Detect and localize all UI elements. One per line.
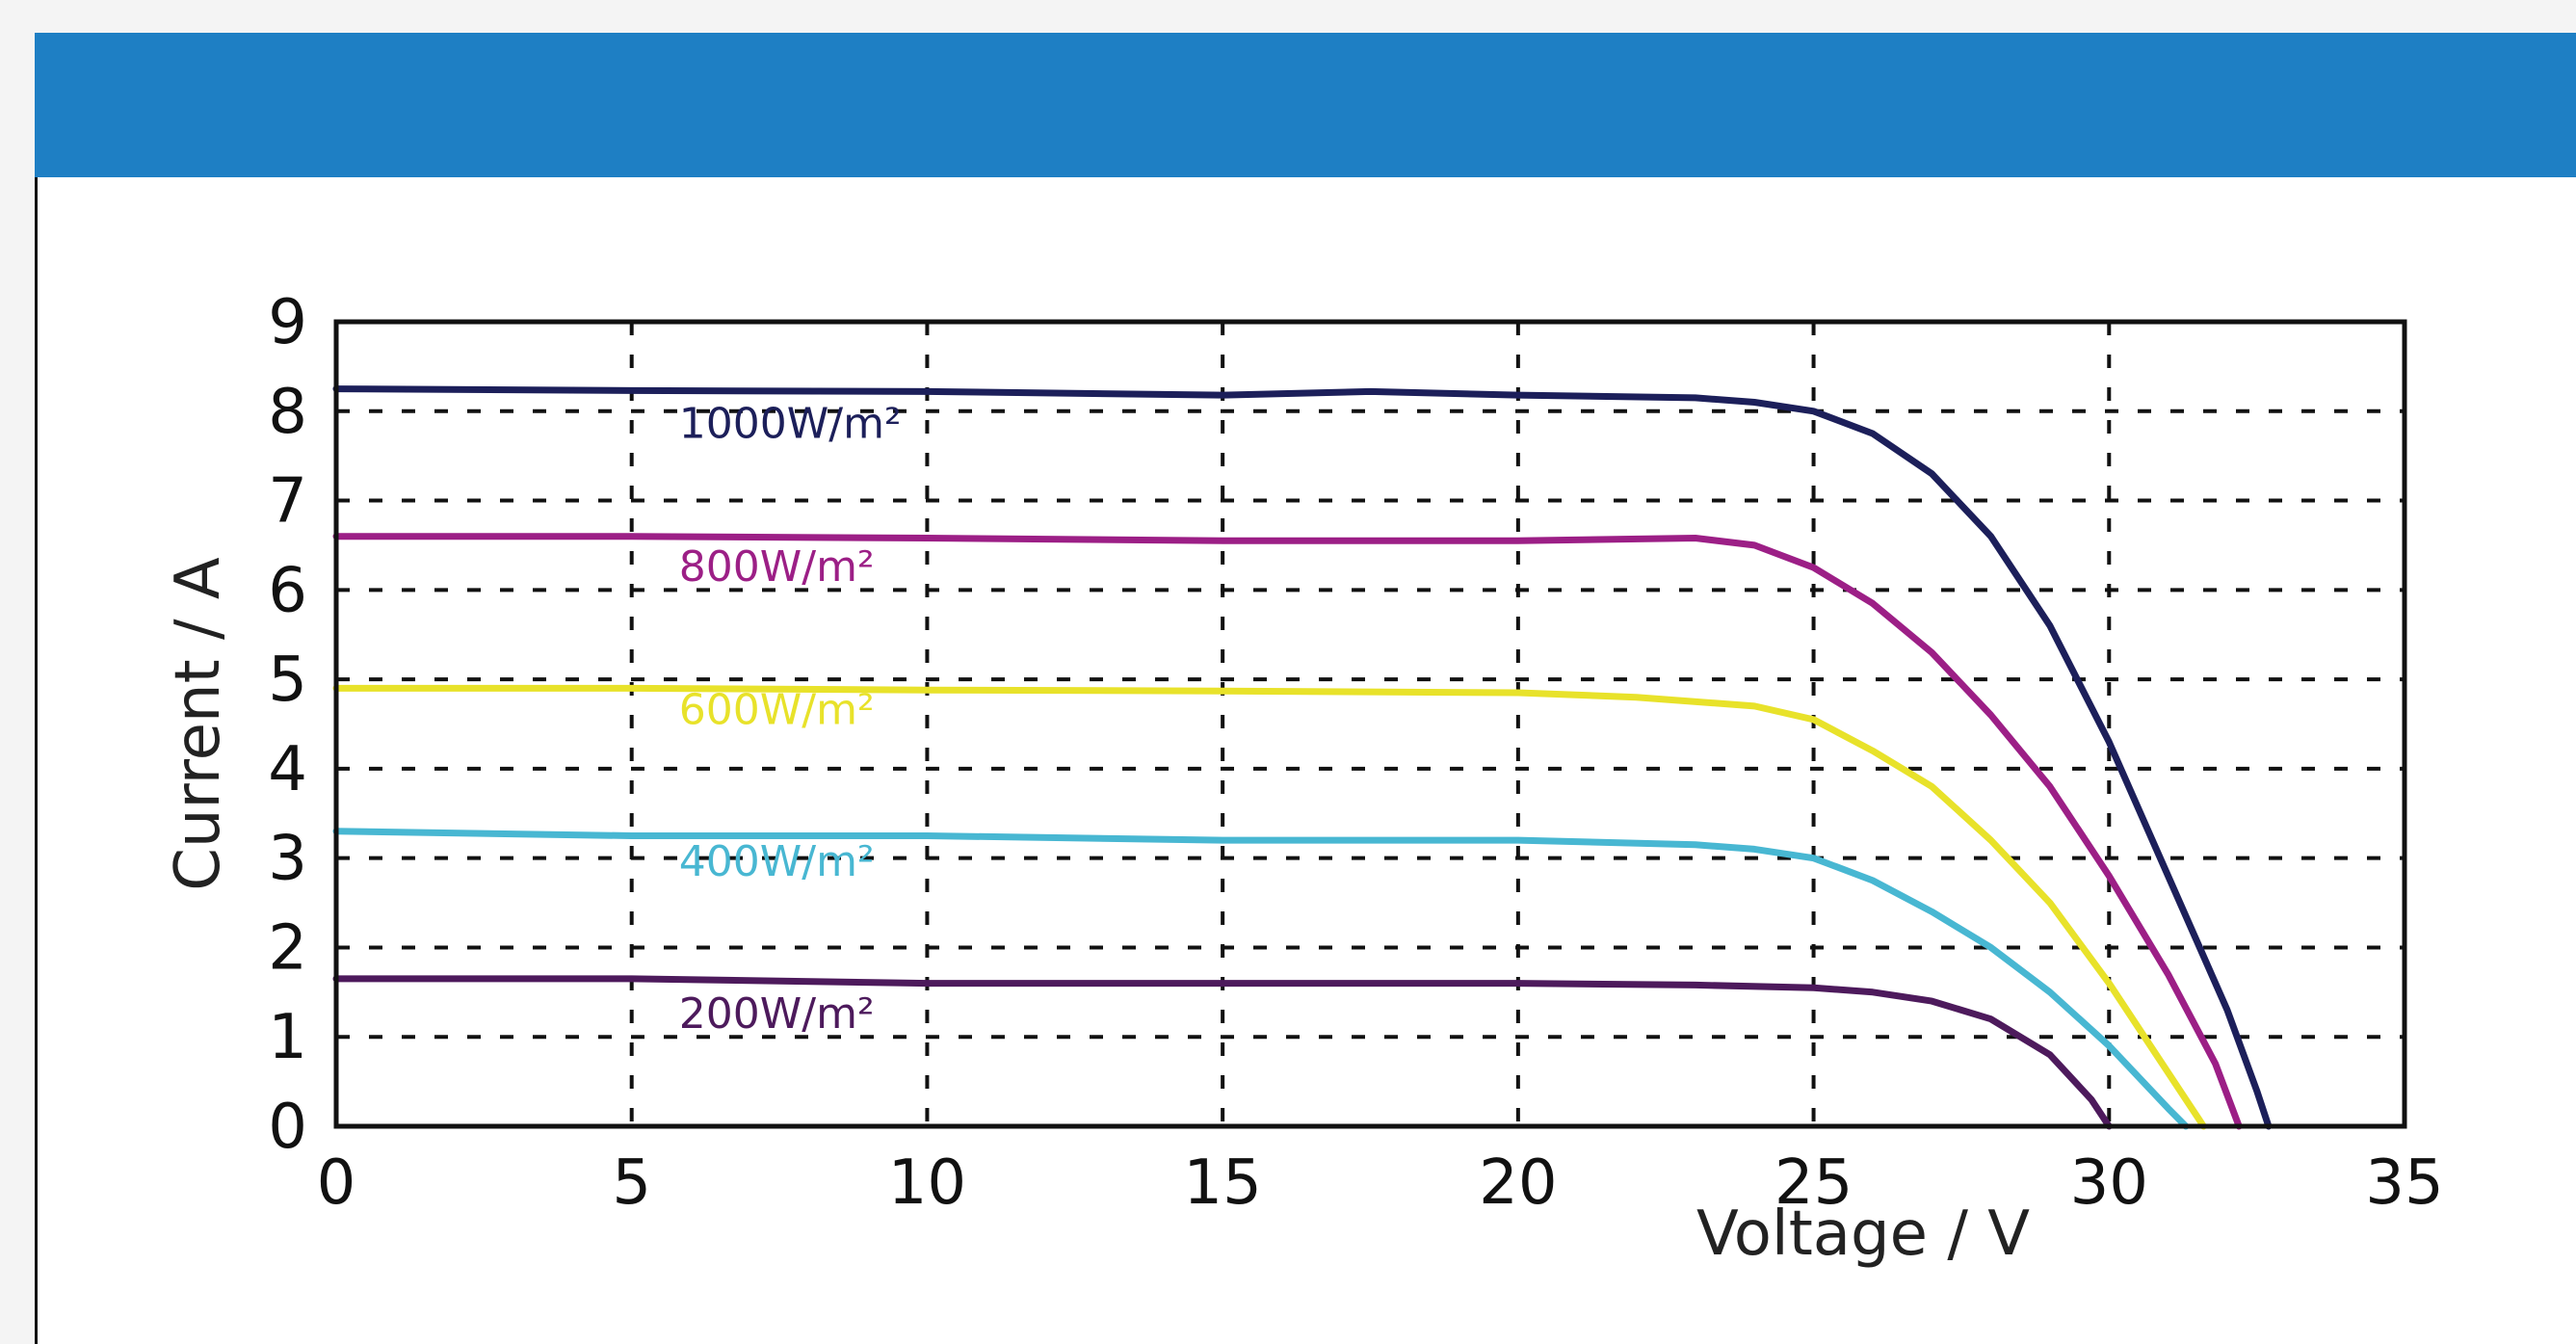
series-line — [332, 385, 2273, 1130]
x-tick-label: 0 — [317, 1147, 356, 1219]
series-label: 200W/m² — [679, 989, 875, 1039]
grid-lines — [336, 322, 2405, 1126]
series-label: 800W/m² — [679, 542, 875, 592]
y-tick-label: 9 — [268, 287, 307, 358]
y-axis-title: Current / A — [163, 557, 234, 891]
y-tick-label: 5 — [268, 645, 307, 716]
y-tick-label: 7 — [268, 466, 307, 538]
series-lines — [332, 385, 2273, 1130]
tick-labels: 0 5 10 15 20 25 30 35 0 1 2 3 4 5 6 7 8 9 — [268, 287, 2443, 1219]
series-line — [332, 975, 2113, 1130]
x-tick-label: 20 — [1479, 1147, 1557, 1219]
y-tick-label: 6 — [268, 555, 307, 626]
x-axis-title: Voltage / V — [1696, 1199, 2030, 1270]
x-tick-label: 5 — [612, 1147, 651, 1219]
series-labels: 1000W/m² 800W/m² 600W/m² 400W/m² 200W/m² — [679, 400, 902, 1039]
header-bar — [35, 33, 2576, 177]
y-tick-label: 8 — [268, 377, 307, 448]
series-label: 1000W/m² — [679, 400, 902, 449]
content-panel: 0 5 10 15 20 25 30 35 0 1 2 3 4 5 6 7 8 9 1000W/m² 800W/m²… — [35, 177, 2576, 1344]
y-tick-label: 0 — [268, 1092, 307, 1163]
series-label: 400W/m² — [679, 837, 875, 886]
series-line — [332, 828, 2190, 1130]
series-line — [332, 533, 2243, 1130]
x-tick-label: 30 — [2070, 1147, 2148, 1219]
y-tick-label: 3 — [268, 824, 307, 895]
series-label: 600W/m² — [679, 686, 875, 735]
x-tick-label: 10 — [888, 1147, 966, 1219]
iv-chart: 0 5 10 15 20 25 30 35 0 1 2 3 4 5 6 7 8 9 1000W/m² 800W/m²… — [163, 287, 2444, 1270]
x-tick-label: 35 — [2365, 1147, 2443, 1219]
y-tick-label: 4 — [268, 734, 307, 805]
y-tick-label: 2 — [268, 912, 307, 984]
x-tick-label: 15 — [1183, 1147, 1261, 1219]
y-tick-label: 1 — [268, 1002, 307, 1073]
series-line — [332, 684, 2207, 1130]
plot-frame — [333, 319, 2407, 1129]
x-tick-label: 25 — [1774, 1147, 1853, 1219]
